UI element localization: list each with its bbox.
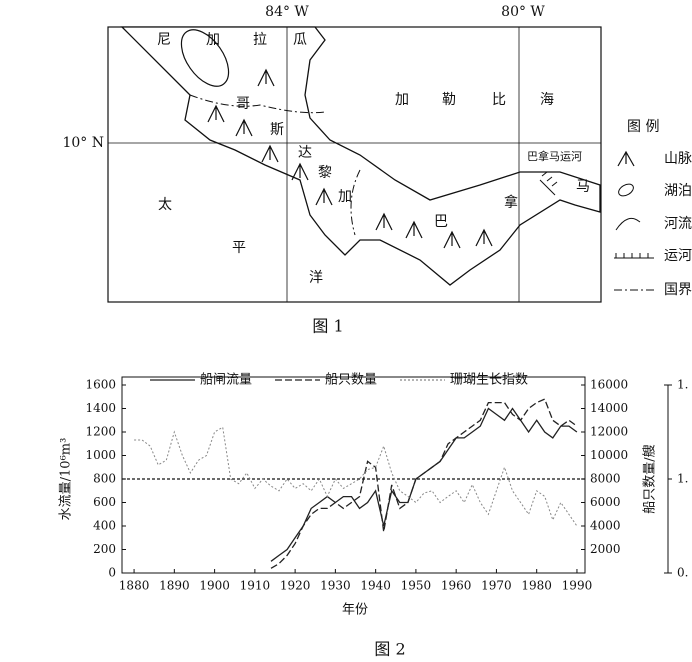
x-tick-label: 1980 — [521, 579, 552, 593]
canal-label: 巴拿马运河 — [527, 149, 582, 163]
coastline — [120, 26, 601, 286]
legend-river — [615, 217, 641, 231]
legend-item: 山脉 — [664, 151, 692, 167]
map-label: 瓜 — [293, 32, 307, 48]
map-label: 勒 — [442, 92, 456, 108]
x-axis-label: 年份 — [342, 603, 368, 618]
latitude-label: 10° N — [62, 135, 104, 151]
y-tick-label: 1400 — [85, 401, 116, 415]
y3-axis — [664, 384, 669, 574]
border — [350, 169, 361, 236]
map-label: 拿 — [504, 194, 518, 211]
y2-axis-label: 船只数量/艘 — [642, 444, 658, 513]
y-tick-label: 200 — [93, 542, 116, 556]
map-label: 巴 — [434, 214, 448, 230]
y-tick-label: 1000 — [85, 448, 116, 462]
map-label: 马 — [576, 179, 590, 195]
legend-item: 湖泊 — [664, 183, 692, 199]
y3-tick-label: 1. — [677, 472, 688, 486]
map-label: 洋 — [309, 270, 323, 286]
legend-item: 运河 — [664, 248, 692, 264]
x-tick-label: 1900 — [199, 579, 230, 593]
x-tick-label: 1970 — [481, 579, 512, 593]
y2-tick-label: 10000 — [590, 448, 628, 462]
map-label: 尼 — [157, 32, 171, 48]
legend-canal — [614, 253, 654, 259]
y-tick-label: 1600 — [85, 378, 116, 392]
map-label: 加 — [206, 32, 220, 48]
y-tick-label: 600 — [93, 495, 116, 509]
y2-tick-label: 4000 — [590, 519, 621, 533]
x-tick-label: 1920 — [280, 579, 311, 593]
legend-label: 船只数量 — [325, 373, 377, 388]
legend-lake — [618, 183, 634, 197]
y2-tick-label: 14000 — [590, 401, 628, 415]
map-label: 平 — [232, 240, 246, 256]
longitude-label: 80° W — [501, 4, 545, 20]
y-axis-label: 水流量/10⁶m³ — [59, 438, 74, 521]
lake-nicaragua — [180, 29, 230, 87]
y-tick-label: 800 — [93, 472, 116, 486]
map-label: 拉 — [253, 32, 267, 48]
y2-tick-label: 8000 — [590, 472, 621, 486]
map-label: 黎 — [318, 165, 332, 181]
plot-frame — [121, 376, 586, 574]
y-tick-label: 400 — [93, 519, 116, 533]
map-label: 达 — [298, 145, 312, 161]
mountains — [207, 68, 635, 249]
y2-tick-label: 12000 — [590, 425, 628, 439]
x-tick-label: 1890 — [159, 579, 190, 593]
y2-tick-label: 6000 — [590, 495, 621, 509]
x-tick-label: 1990 — [562, 579, 593, 593]
x-tick-label: 1940 — [360, 579, 391, 593]
legend-title: 图 例 — [627, 119, 659, 135]
legend-item: 河流 — [664, 216, 692, 232]
legend-item: 国界 — [664, 282, 692, 298]
map-label: 太 — [158, 197, 172, 213]
y2-tick-label: 16000 — [590, 378, 628, 392]
series-line — [270, 398, 578, 569]
series-line — [270, 407, 578, 562]
y-tick-label: 0 — [108, 566, 116, 580]
canal — [539, 171, 558, 196]
series-line — [134, 426, 578, 527]
map-label: 海 — [540, 92, 554, 108]
map-label: 加 — [395, 92, 409, 108]
caption: 图 1 — [312, 317, 343, 336]
x-tick-label: 1950 — [401, 579, 432, 593]
map-frame — [107, 26, 602, 303]
x-tick-label: 1960 — [441, 579, 472, 593]
y3-tick-label: 1. — [677, 378, 688, 392]
x-tick-label: 1880 — [119, 579, 150, 593]
legend-label: 船闸流量 — [200, 373, 252, 388]
map-label: 加 — [338, 189, 352, 205]
map-label: 哥 — [236, 96, 250, 112]
x-tick-label: 1910 — [240, 579, 271, 593]
longitude-label: 84° W — [265, 4, 309, 20]
x-tick-label: 1930 — [320, 579, 351, 593]
y2-tick-label: 2000 — [590, 542, 621, 556]
caption: 图 2 — [374, 640, 405, 659]
y-tick-label: 1200 — [85, 425, 116, 439]
map-label: 斯 — [270, 122, 284, 138]
y3-tick-label: 0. — [677, 566, 688, 580]
map: 84° W 80° W 10° N 尼 加 拉 瓜 哥 斯 达 黎 加 加 勒 … — [62, 4, 692, 336]
border — [189, 94, 326, 114]
map-label: 比 — [492, 92, 506, 108]
legend-label: 珊瑚生长指数 — [450, 373, 528, 388]
